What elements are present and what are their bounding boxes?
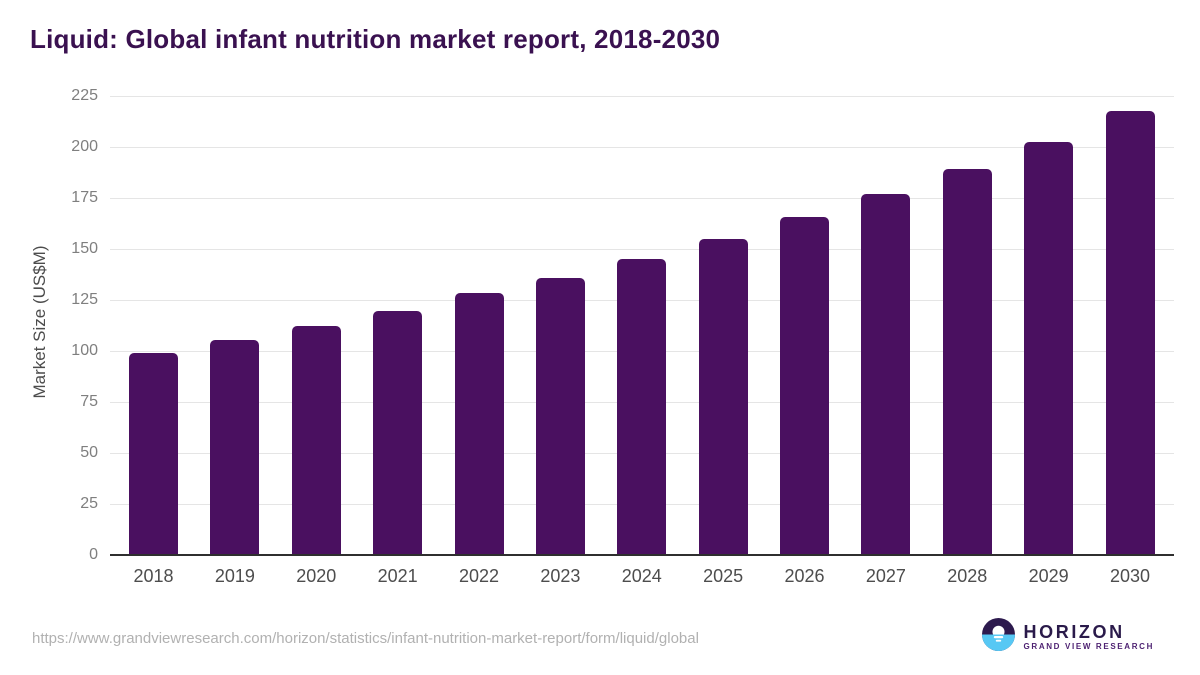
source-url: https://www.grandviewresearch.com/horizo… [32,630,699,647]
plot-area [110,96,1174,556]
bar-2028 [942,169,992,556]
x-label-2020: 2020 [296,566,337,586]
x-label-2023: 2023 [540,566,581,586]
x-label-2024: 2024 [621,566,662,586]
x-label-2030: 2030 [1109,566,1151,586]
brand-subtitle: GRAND VIEW RESEARCH [1023,642,1154,651]
bar-2023 [535,277,585,556]
y-tick-150: 150 [71,240,98,257]
x-label-2021: 2021 [377,566,418,586]
brand-logo: HORIZON GRAND VIEW RESEARCH [981,618,1154,656]
x-label-2018: 2018 [133,566,174,586]
x-label-2025: 2025 [703,566,744,586]
bar-2022 [454,293,504,556]
horizon-sunset-icon [981,618,1015,656]
x-label-2027: 2027 [865,566,906,586]
y-tick-50: 50 [80,444,98,461]
y-tick-100: 100 [71,342,98,359]
y-tick-200: 200 [71,138,98,155]
y-tick-175: 175 [71,189,98,206]
bar-2025 [698,238,748,556]
bar-2027 [861,193,911,556]
x-label-2026: 2026 [784,566,825,586]
y-tick-0: 0 [89,546,98,563]
x-axis-line [110,554,1174,556]
x-label-2029: 2029 [1028,566,1069,586]
gridline-200 [110,147,1174,148]
bar-2024 [617,258,667,556]
bar-2020 [291,326,341,556]
y-tick-125: 125 [71,291,98,308]
y-tick-225: 225 [71,87,98,104]
y-tick-75: 75 [80,393,98,410]
bar-2030 [1105,111,1155,556]
x-label-2019: 2019 [214,566,255,586]
bar-2026 [780,217,829,556]
bar-2019 [210,339,260,556]
bar-2018 [129,353,178,556]
y-axis-tick-labels: 0 25 50 75 100 125 150 175 200 225 [0,88,98,563]
bar-2029 [1024,141,1074,556]
x-label-2022: 2022 [458,566,500,586]
brand-logo-text: HORIZON GRAND VIEW RESEARCH [1024,623,1154,651]
page-title: Liquid: Global infant nutrition market r… [30,24,721,54]
y-tick-25: 25 [80,495,98,512]
gridline-225 [110,96,1174,97]
gridline-150 [110,249,1174,250]
x-label-2028: 2028 [947,566,988,586]
gridline-175 [110,198,1174,199]
bar-2021 [373,310,423,556]
brand-name: HORIZON [1023,622,1125,642]
